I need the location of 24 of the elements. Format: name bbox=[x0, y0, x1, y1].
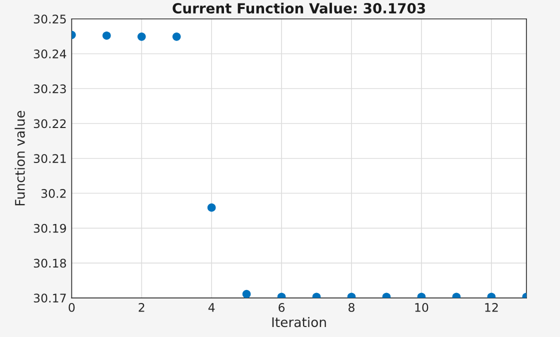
point bbox=[242, 290, 251, 298]
y-tick-label: 30.23 bbox=[34, 84, 66, 94]
x-tick-label: 4 bbox=[208, 303, 215, 312]
x-tick-label: 0 bbox=[68, 302, 75, 312]
point bbox=[172, 32, 181, 41]
x-tick-label: 8 bbox=[348, 302, 354, 312]
y-tick-label: 30.21 bbox=[34, 154, 66, 164]
x-axis-title: Iteration bbox=[272, 316, 326, 328]
x-tick-label: 10 bbox=[415, 302, 428, 312]
x-tick-label: 12 bbox=[485, 302, 498, 312]
y-tick-label: 30.22 bbox=[34, 119, 66, 128]
chart-title: Current Function Value: 30.1703 bbox=[172, 2, 425, 14]
y-tick-label: 30.24 bbox=[34, 49, 66, 58]
y-tick-label: 30.17 bbox=[34, 294, 66, 303]
point bbox=[102, 31, 111, 40]
point bbox=[207, 203, 216, 212]
y-tick-label: 30.25 bbox=[34, 14, 66, 24]
x-tick-label: 6 bbox=[278, 302, 285, 312]
point bbox=[137, 32, 146, 41]
y-axis-title: Function value bbox=[14, 110, 25, 206]
x-tick-label: 2 bbox=[138, 302, 144, 312]
y-tick-label: 30.19 bbox=[34, 224, 66, 233]
y-tick-label: 30.2 bbox=[41, 188, 66, 198]
y-tick-label: 30.18 bbox=[34, 258, 66, 268]
